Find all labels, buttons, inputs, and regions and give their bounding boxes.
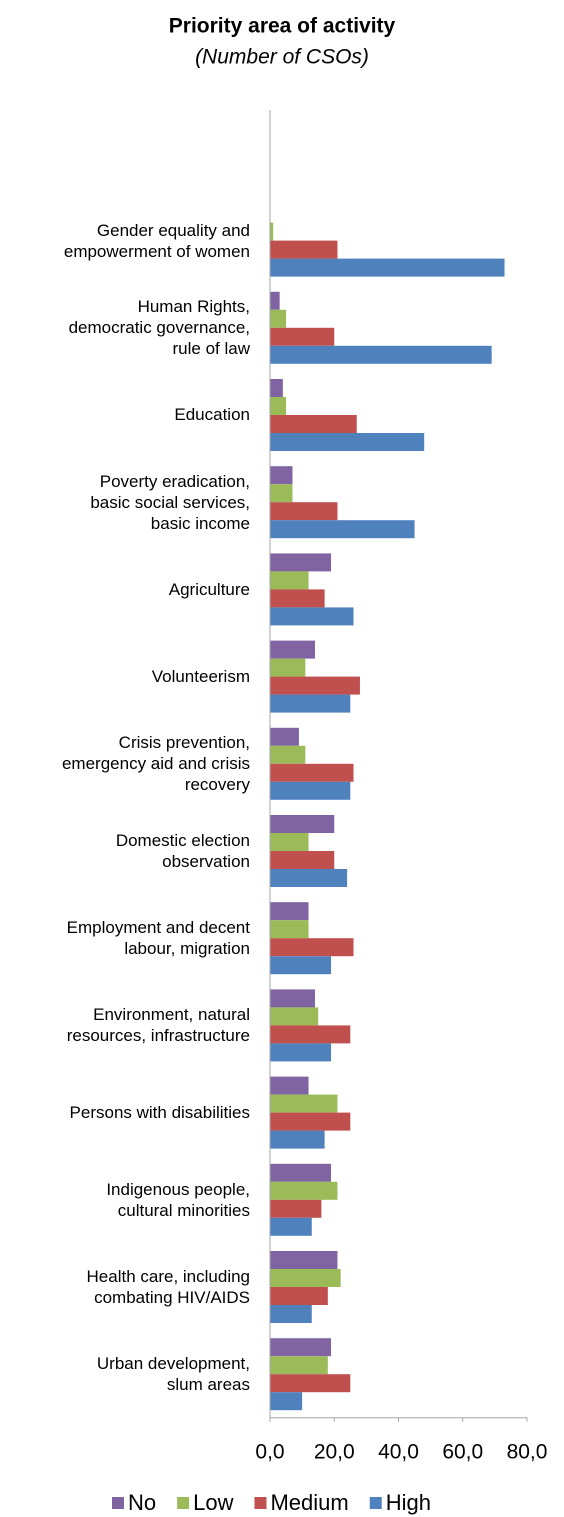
legend-label: Medium [270, 1490, 348, 1515]
bar [270, 1076, 309, 1095]
legend-label: High [386, 1490, 431, 1515]
bar [270, 379, 283, 397]
bar [270, 345, 492, 364]
x-tick-label: 20,0 [314, 1441, 355, 1464]
category-label: Volunteerism [151, 667, 250, 687]
bar [270, 466, 293, 485]
bar [270, 1392, 303, 1411]
bar [270, 222, 274, 241]
category-label: Crisis prevention, emergency aid and cri… [61, 733, 250, 795]
bar [270, 1287, 328, 1305]
bar [270, 1130, 325, 1149]
bar [270, 781, 351, 800]
category-label: Indigenous people, cultural minorities [106, 1179, 250, 1220]
bar [270, 502, 338, 521]
chart-subtitle: (Number of CSOs) [195, 46, 369, 69]
bar [270, 1338, 332, 1357]
x-tick-label: 0,0 [255, 1441, 284, 1464]
bar [270, 851, 335, 869]
bar [270, 415, 357, 433]
category-label: Education [174, 405, 250, 425]
category-label: Employment and decent labour, migration [66, 918, 250, 959]
category-label: Urban development, slum areas [96, 1354, 250, 1395]
bar [270, 571, 309, 590]
legend-swatch [112, 1497, 124, 1509]
category-label: Gender equality and empowerment of women [63, 220, 250, 261]
bar [270, 938, 354, 957]
legend-label: No [128, 1490, 156, 1515]
bar [270, 520, 415, 539]
bar [270, 1007, 319, 1026]
x-tick-label: 60,0 [442, 1441, 483, 1464]
x-tick-label: 80,0 [507, 1441, 548, 1464]
bar [270, 1043, 332, 1062]
category-label: Health care, including combating HIV/AID… [86, 1266, 250, 1307]
bar [270, 291, 280, 310]
bar [270, 1217, 312, 1236]
bar [270, 1181, 338, 1200]
bar [270, 484, 293, 503]
bar [270, 956, 332, 975]
bar [270, 1163, 332, 1182]
bar [270, 902, 309, 921]
bar [270, 869, 348, 887]
category-label: Agriculture [168, 579, 250, 599]
bar [270, 676, 360, 695]
bar [270, 1251, 338, 1269]
bar [270, 1112, 351, 1131]
x-tick-label: 40,0 [378, 1441, 419, 1464]
bar [270, 327, 335, 346]
bar [270, 763, 354, 782]
bar [270, 694, 351, 713]
legend-label: Low [193, 1490, 233, 1515]
bar [270, 240, 338, 259]
bar [270, 589, 325, 608]
bar [270, 1199, 322, 1218]
category-label: Poverty eradication, basic social servic… [90, 471, 250, 533]
chart-title: Priority area of activity [169, 15, 396, 38]
bar [270, 1374, 351, 1393]
bar [270, 815, 335, 833]
category-label: Human Rights, democratic governance, rul… [68, 297, 250, 359]
bar [270, 309, 287, 328]
bar [270, 640, 315, 659]
bar [270, 1356, 328, 1375]
legend-swatch [369, 1497, 382, 1509]
bar [270, 833, 309, 851]
bar [270, 1269, 341, 1287]
bar [270, 989, 315, 1008]
bar [270, 727, 299, 746]
bar [270, 397, 287, 415]
bar [270, 920, 309, 939]
bar [270, 433, 425, 451]
category-label: Domestic election observation [115, 830, 250, 871]
bar [270, 553, 332, 572]
bar [270, 607, 354, 626]
category-label: Environment, natural resources, infrastr… [66, 1005, 250, 1046]
bar [270, 1305, 312, 1323]
legend-swatch [254, 1497, 267, 1509]
bar [270, 745, 306, 764]
bar [270, 658, 306, 677]
bar [270, 1094, 338, 1113]
legend-swatch [177, 1497, 190, 1509]
category-label: Persons with disabilities [69, 1103, 250, 1123]
bar [270, 258, 505, 277]
bar [270, 1025, 351, 1044]
